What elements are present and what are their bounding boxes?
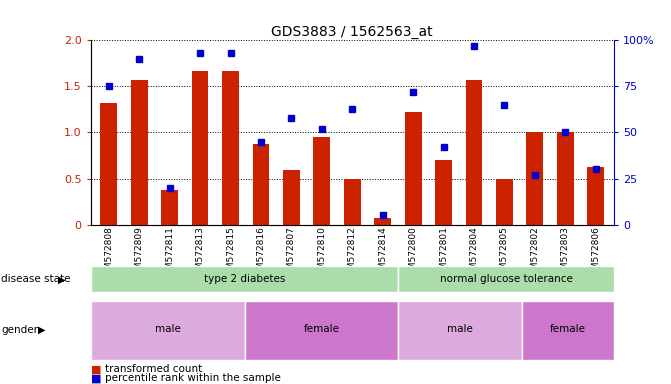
Bar: [344, 179, 360, 225]
Text: type 2 diabetes: type 2 diabetes: [204, 274, 285, 284]
Bar: [405, 112, 421, 225]
Bar: [435, 160, 452, 225]
Text: ■: ■: [91, 364, 101, 374]
Title: GDS3883 / 1562563_at: GDS3883 / 1562563_at: [272, 25, 433, 39]
Bar: [587, 167, 604, 225]
Bar: [244, 301, 399, 359]
Bar: [521, 301, 614, 359]
Bar: [222, 71, 239, 225]
Bar: [192, 71, 209, 225]
Bar: [399, 301, 521, 359]
Text: ▶: ▶: [58, 274, 66, 285]
Bar: [557, 132, 574, 225]
Bar: [101, 103, 117, 225]
Text: percentile rank within the sample: percentile rank within the sample: [105, 373, 281, 383]
Text: normal glucose tolerance: normal glucose tolerance: [440, 274, 572, 284]
Bar: [374, 218, 391, 225]
Text: ■: ■: [91, 373, 101, 383]
Text: female: female: [303, 324, 340, 334]
Bar: [161, 190, 178, 225]
Bar: [283, 170, 300, 225]
Text: male: male: [154, 324, 180, 334]
Text: gender: gender: [1, 325, 38, 335]
Bar: [91, 266, 399, 292]
Bar: [252, 144, 269, 225]
Bar: [466, 80, 482, 225]
Text: ▶: ▶: [38, 325, 46, 335]
Bar: [131, 80, 148, 225]
Bar: [496, 179, 513, 225]
Text: transformed count: transformed count: [105, 364, 203, 374]
Bar: [91, 301, 244, 359]
Bar: [399, 266, 614, 292]
Text: disease state: disease state: [1, 274, 71, 285]
Bar: [313, 137, 330, 225]
Bar: [527, 132, 544, 225]
Text: female: female: [550, 324, 586, 334]
Text: male: male: [447, 324, 473, 334]
